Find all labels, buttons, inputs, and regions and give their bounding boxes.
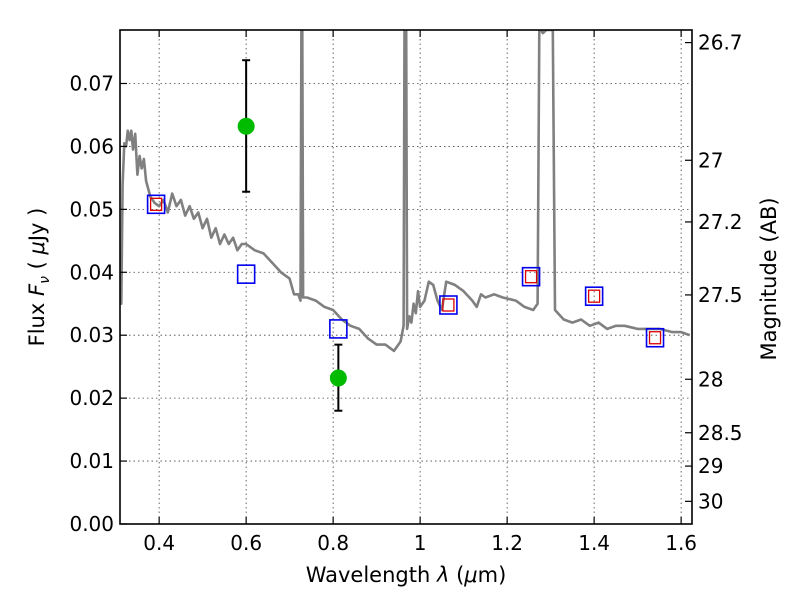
observed-photometry-point xyxy=(524,270,538,284)
y-tick-label: 0.01 xyxy=(69,449,114,473)
model-photometry-point xyxy=(236,264,256,284)
observed-photometry-point xyxy=(648,331,662,345)
y-tick-label: 0.00 xyxy=(69,512,114,536)
observed-photometry-point xyxy=(587,289,601,303)
y2-tick-label: 27.5 xyxy=(698,283,743,307)
y-axis-label: Flux Fν ( μJy ) xyxy=(25,208,53,347)
plot-frame xyxy=(119,29,693,525)
y-tick-label: 0.03 xyxy=(69,323,114,347)
y-tick-label: 0.04 xyxy=(69,260,114,284)
y2-tick-label: 28 xyxy=(698,367,723,391)
plot-area xyxy=(120,30,691,412)
y2-tick-label: 28.5 xyxy=(698,421,743,445)
y2-tick-label: 26.7 xyxy=(698,31,743,55)
y2-axis-label: Magnitude (AB) xyxy=(757,197,781,360)
model-photometry-point xyxy=(645,327,665,348)
y-tick-label: 0.07 xyxy=(69,71,114,95)
x-tick-label: 0.4 xyxy=(143,531,175,555)
model-photometry-point xyxy=(329,319,348,339)
x-tick-label: 0.8 xyxy=(317,531,349,555)
axis-ticks: 0.4 0.6 0.8 1 1.2 1.4 1.6 0.00 0.01 0.02 0.03 0.04 0… xyxy=(69,30,743,555)
x-tick-label: 1 xyxy=(414,531,427,555)
model-photometry-point xyxy=(521,266,541,287)
model-photometry-point xyxy=(584,286,604,306)
x-tick-label: 1.6 xyxy=(665,531,697,555)
y2-tick-label: 27 xyxy=(698,148,723,172)
model-photometry-point xyxy=(439,295,458,315)
model-photometry-point xyxy=(146,194,166,215)
x-tick-label: 0.6 xyxy=(230,531,262,555)
y2-tick-label: 27.2 xyxy=(698,210,743,234)
y-tick-label: 0.06 xyxy=(69,134,114,158)
y2-tick-label: 29 xyxy=(698,454,723,478)
detection-point xyxy=(329,369,347,387)
x-axis-label: Wavelength λ (μm) xyxy=(306,563,507,587)
sed-model-line xyxy=(120,30,691,353)
x-tick-label: 1.4 xyxy=(578,531,610,555)
observed-photometry-point xyxy=(149,197,163,211)
y2-tick-label: 30 xyxy=(698,489,723,513)
observed-photometry-point xyxy=(442,298,455,312)
detection-point xyxy=(237,117,255,135)
y-tick-label: 0.02 xyxy=(69,386,114,410)
x-tick-label: 1.2 xyxy=(491,531,523,555)
y-tick-label: 0.05 xyxy=(69,197,114,221)
